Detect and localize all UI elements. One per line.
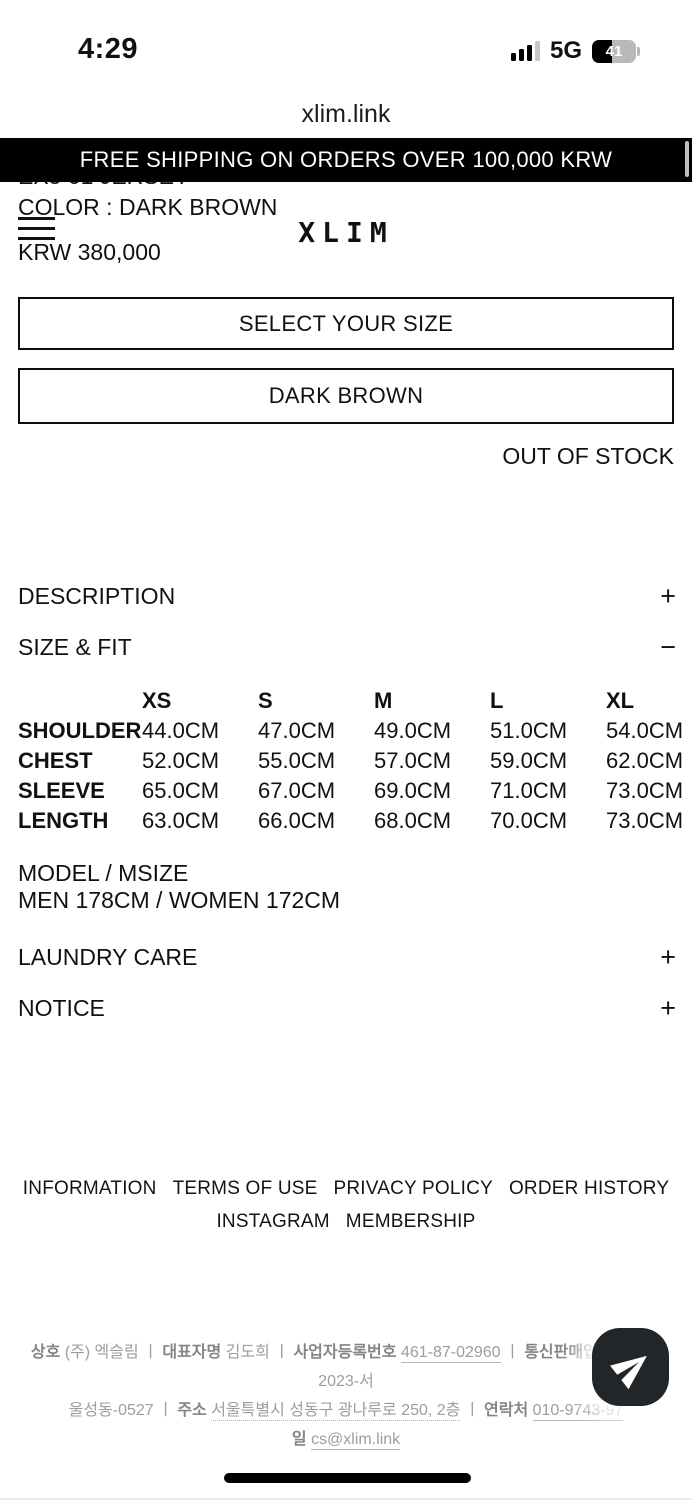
size-cell: 73.0CM (606, 778, 684, 803)
size-col-header: S (258, 688, 273, 713)
size-row-label: LENGTH (18, 808, 109, 833)
footer-link-privacy[interactable]: PRIVACY POLICY (333, 1178, 493, 1199)
browser-url-bar[interactable]: xlim.link (301, 100, 391, 128)
footer-nav-row-2: INSTAGRAM MEMBERSHIP (0, 1211, 692, 1233)
status-time: 4:29 (78, 33, 139, 65)
size-col-header: M (374, 688, 393, 713)
size-cell: 54.0CM (606, 718, 684, 743)
accordion-label: SIZE & FIT (18, 633, 132, 660)
size-table: XS S M L XL SHOULDER 44.0CM 47.0CM 49.0C… (18, 686, 683, 836)
home-indicator (224, 1473, 471, 1483)
size-row-label: SHOULDER (18, 718, 142, 743)
size-cell: 51.0CM (490, 718, 568, 743)
battery-percent: 41 (605, 42, 623, 60)
size-cell: 57.0CM (374, 748, 452, 773)
email-link[interactable]: cs@xlim.link (311, 1431, 401, 1450)
accordion-laundry-care[interactable]: LAUNDRY CARE + (18, 942, 676, 972)
accordion-description[interactable]: DESCRIPTION + (18, 581, 676, 611)
select-size-button[interactable]: SELECT YOUR SIZE (18, 297, 674, 350)
size-cell: 55.0CM (258, 748, 336, 773)
bottom-divider (0, 1498, 692, 1500)
plus-icon: + (660, 941, 676, 972)
size-cell: 67.0CM (258, 778, 336, 803)
size-cell: 63.0CM (142, 808, 220, 833)
size-cell: 69.0CM (374, 778, 452, 803)
legal-info: 상호 (주) 엑슬림 ㅣ 대표자명 김도희 ㅣ 사업자등록번호 461-87-0… (22, 1338, 670, 1454)
size-cell: 73.0CM (606, 808, 684, 833)
size-row-label: CHEST (18, 748, 93, 773)
size-row-label: SLEEVE (18, 778, 105, 803)
size-cell: 52.0CM (142, 748, 220, 773)
legal-line-2: 울성동-0527 ㅣ 주소 서울특별시 성동구 광나루로 250, 2층 ㅣ 연… (68, 1402, 624, 1421)
size-cell: 68.0CM (374, 808, 452, 833)
footer-nav-row-1: INFORMATION TERMS OF USE PRIVACY POLICY … (0, 1178, 692, 1200)
accordion-label: DESCRIPTION (18, 582, 176, 609)
size-cell: 65.0CM (142, 778, 220, 803)
send-icon (609, 1355, 647, 1390)
size-col-header: L (490, 688, 504, 713)
size-cell: 66.0CM (258, 808, 336, 833)
size-cell: 62.0CM (606, 748, 684, 773)
plus-icon: + (660, 580, 676, 611)
product-price: KRW 380,000 (18, 239, 161, 265)
free-shipping-banner: FREE SHIPPING ON ORDERS OVER 100,000 KRW (0, 138, 692, 182)
status-icons: 5G 41 (510, 37, 640, 65)
color-select-button[interactable]: DARK BROWN (18, 368, 674, 424)
chat-send-fab[interactable] (592, 1328, 669, 1406)
footer-link-order-history[interactable]: ORDER HISTORY (508, 1178, 670, 1199)
size-cell: 71.0CM (490, 778, 568, 803)
business-number-link[interactable]: 461-87-02960 (400, 1344, 501, 1363)
accordion-size-fit[interactable]: SIZE & FIT − (18, 632, 676, 662)
footer-link-terms[interactable]: TERMS OF USE (172, 1178, 318, 1199)
menu-icon[interactable] (18, 217, 55, 247)
footer-link-membership[interactable]: MEMBERSHIP (345, 1211, 476, 1232)
model-info-line: MODEL / MSIZE (18, 860, 189, 886)
size-cell: 59.0CM (490, 748, 568, 773)
legal-line-3: 일 cs@xlim.link (291, 1431, 401, 1450)
network-type-label: 5G (549, 37, 582, 64)
size-col-header: XS (142, 688, 172, 713)
phone-link[interactable]: 010-9743-97 (532, 1402, 624, 1421)
minus-icon: − (660, 631, 676, 662)
size-cell: 44.0CM (142, 718, 220, 743)
size-cell: 47.0CM (258, 718, 336, 743)
plus-icon: + (660, 992, 676, 1023)
accordion-label: NOTICE (18, 994, 105, 1021)
footer-link-instagram[interactable]: INSTAGRAM (216, 1211, 330, 1232)
legal-line-1: 상호 (주) 엑슬림 ㅣ 대표자명 김도희 ㅣ 사업자등록번호 461-87-0… (30, 1344, 661, 1390)
product-color-label: COLOR : DARK BROWN (18, 194, 278, 220)
address-text: 서울특별시 성동구 광나루로 250, 2층 (211, 1402, 461, 1421)
scrollbar-indicator (685, 141, 689, 177)
footer-link-information[interactable]: INFORMATION (22, 1178, 157, 1199)
accordion-label: LAUNDRY CARE (18, 943, 198, 970)
site-logo[interactable]: XLIM (298, 216, 394, 249)
size-col-header: XL (606, 688, 635, 713)
battery-icon: 41 (592, 39, 640, 63)
size-cell: 49.0CM (374, 718, 452, 743)
size-cell: 70.0CM (490, 808, 568, 833)
model-info-line: MEN 178CM / WOMEN 172CM (18, 887, 341, 913)
accordion-notice[interactable]: NOTICE + (18, 993, 676, 1023)
signal-strength-icon (510, 41, 540, 61)
model-info: MODEL / MSIZE MEN 178CM / WOMEN 172CM (18, 860, 340, 914)
stock-status: OUT OF STOCK (502, 443, 674, 469)
